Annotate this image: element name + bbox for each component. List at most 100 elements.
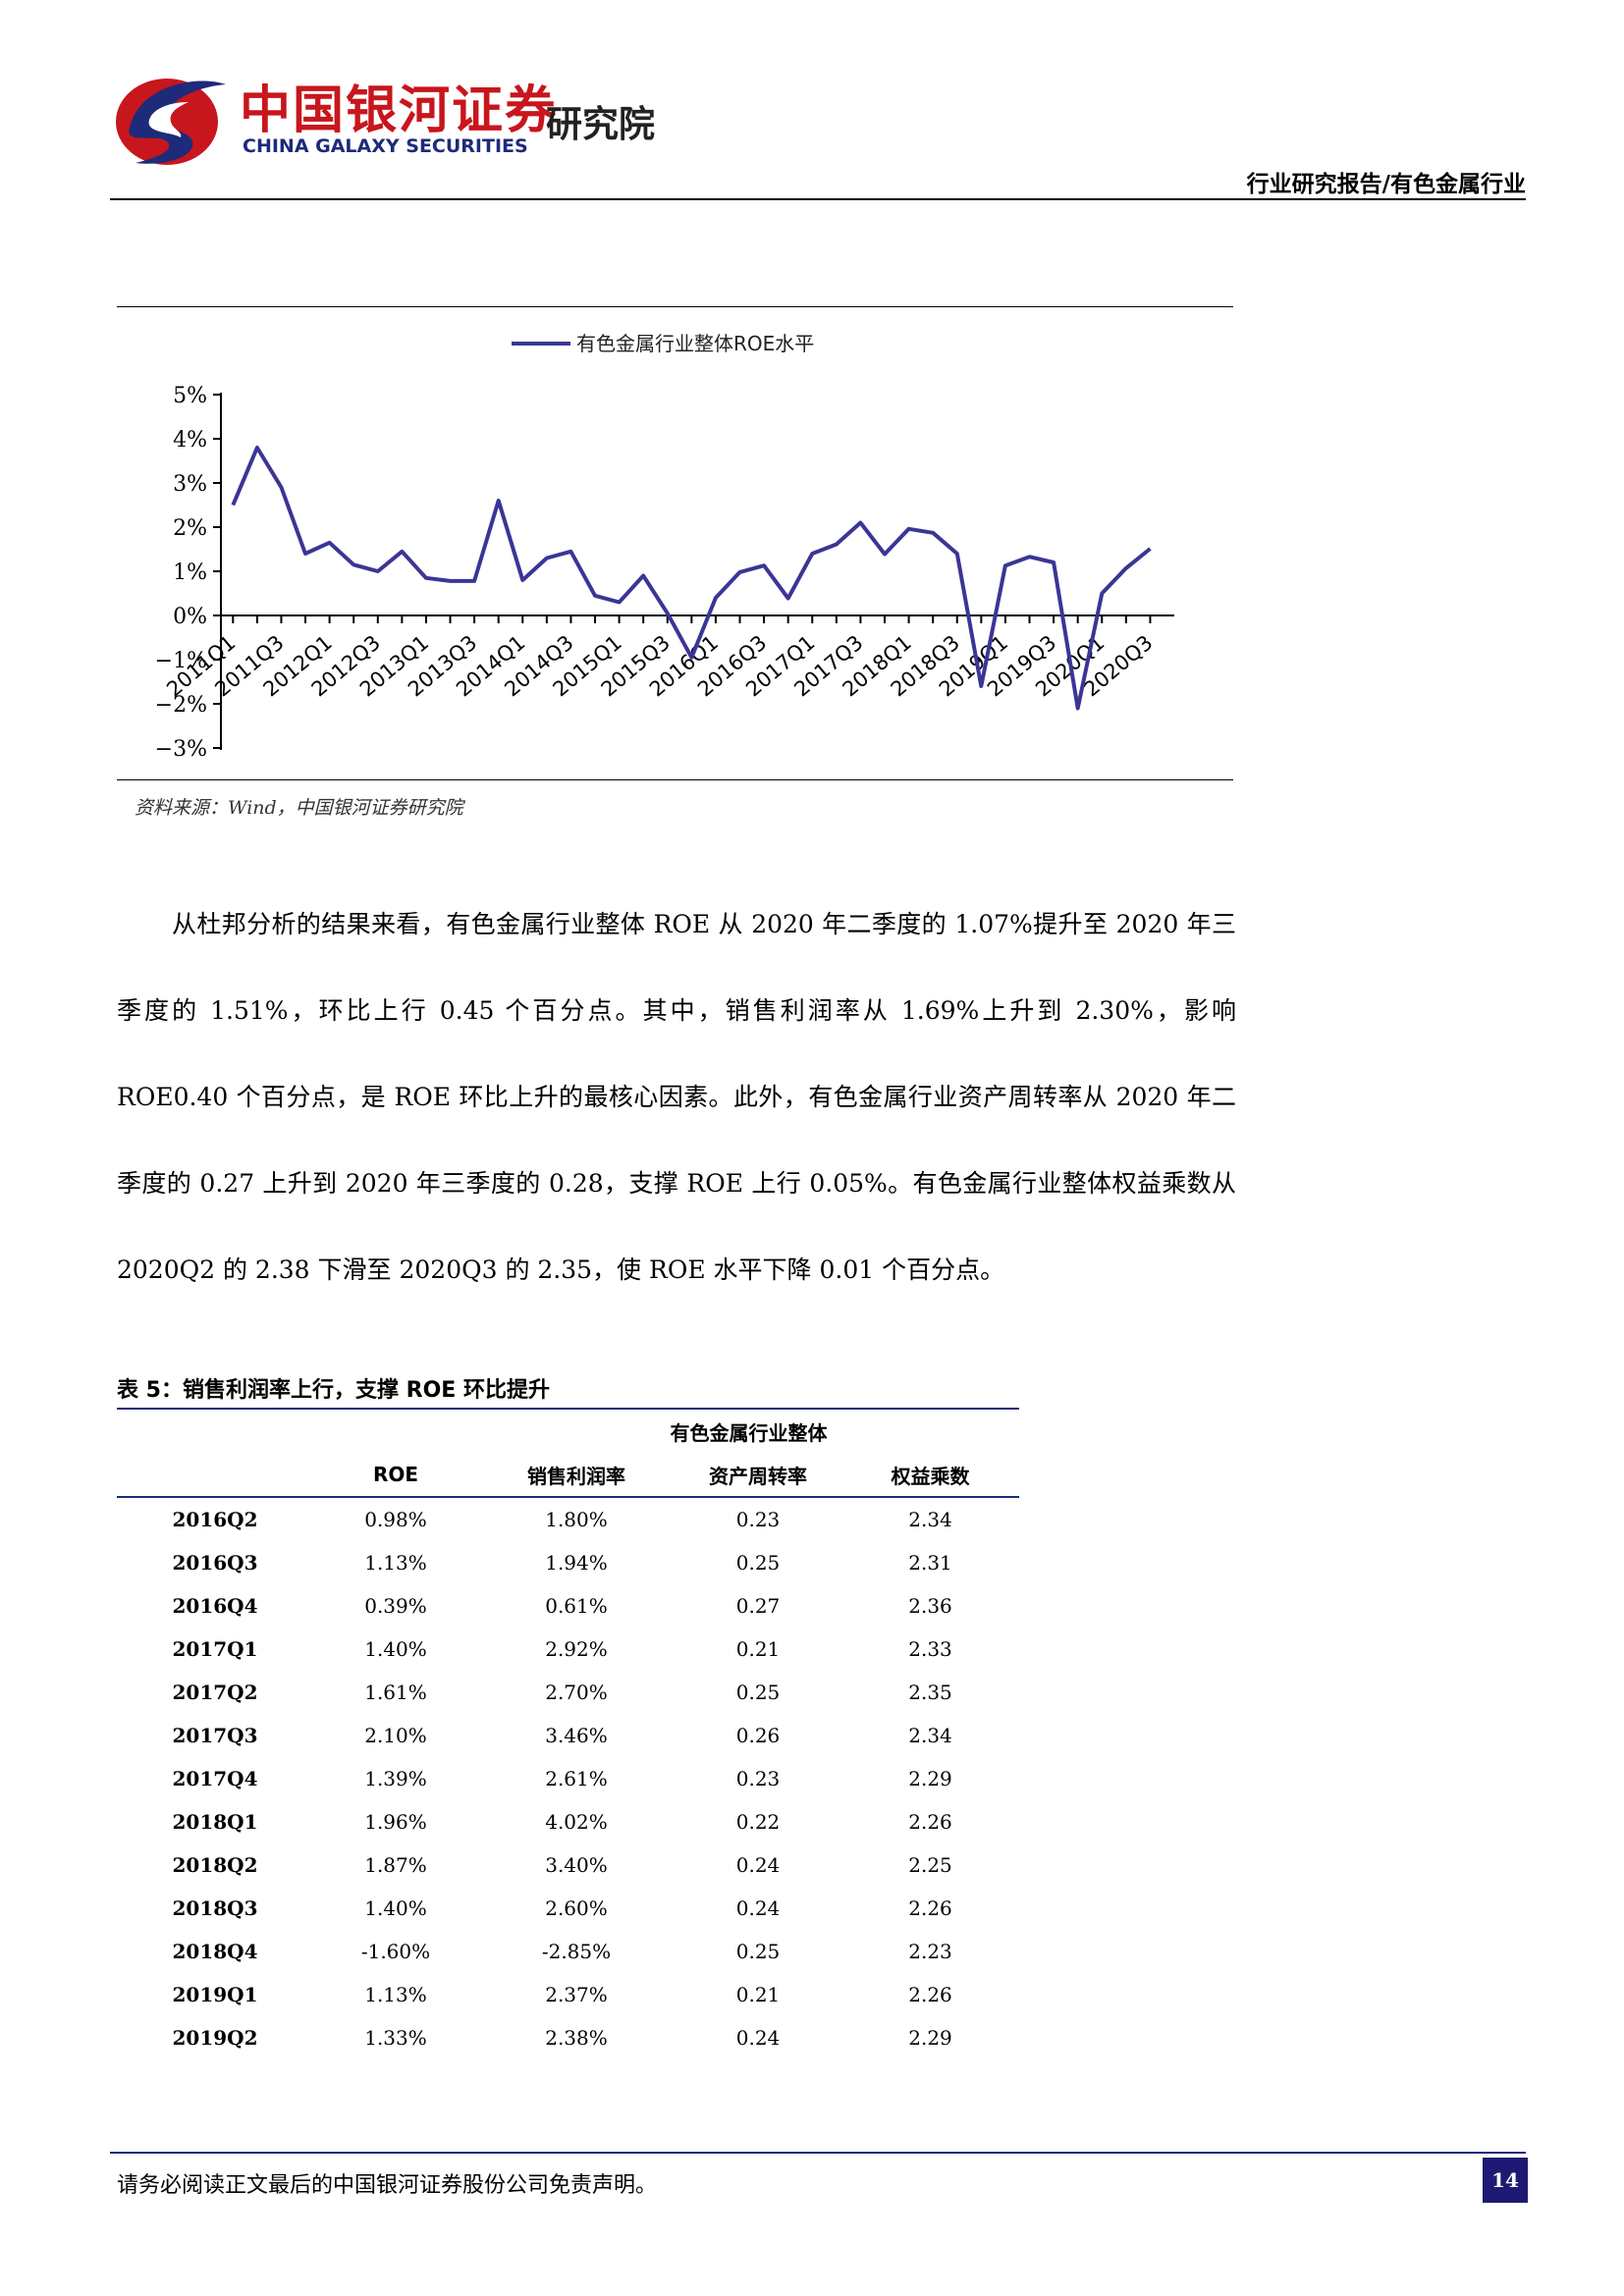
row-label-cell: 2019Q1 (172, 1983, 258, 2006)
y-tick-label: 3% (173, 472, 207, 497)
dupont-table: 有色金属行业整体 ROE 销售利润率 资产周转率 权益乘数 2016Q2 0.98… (117, 1408, 1019, 2059)
y-tick-label: −3% (155, 737, 207, 762)
roe-cell: 0.39% (364, 1594, 427, 1618)
asset-turnover-cell: 0.25 (735, 1551, 781, 1575)
row-label-cell: 2018Q1 (172, 1810, 258, 1834)
row-label-cell: 2017Q4 (172, 1767, 258, 1790)
footer-disclaimer: 请务必阅读正文最后的中国银河证券股份公司免责声明。 (117, 2173, 658, 2198)
roe-cell: -1.60% (360, 1940, 431, 1963)
logo-english-name: CHINA GALAXY SECURITIES (243, 135, 528, 157)
table-row: 2017Q1 1.40% 2.92% 0.21 2.33 (117, 1628, 1019, 1671)
equity-multiplier-cell: 2.26 (908, 1896, 952, 1920)
row-label-cell: 2016Q4 (172, 1594, 258, 1618)
logo-institute-name: 研究院 (546, 103, 655, 145)
equity-multiplier-cell: 2.35 (908, 1681, 952, 1704)
net-profit-margin-cell: 1.80% (545, 1508, 608, 1531)
chart-source-note: 资料来源：Wind，中国银河证券研究院 (135, 797, 463, 819)
table-row: 2018Q4 -1.60% -2.85% 0.25 2.23 (117, 1930, 1019, 1973)
row-label-cell: 2017Q2 (172, 1681, 258, 1704)
equity-multiplier-cell: 2.26 (908, 1983, 952, 2006)
asset-turnover-cell: 0.23 (735, 1508, 781, 1531)
equity-multiplier-cell: 2.29 (908, 2026, 952, 2050)
asset-turnover-cell: 0.27 (735, 1594, 781, 1618)
net-profit-margin-cell: 3.40% (545, 1853, 608, 1877)
y-tick-label: 1% (173, 561, 207, 585)
roe-cell: 1.87% (364, 1853, 427, 1877)
equity-multiplier-cell: 2.31 (908, 1551, 952, 1575)
roe-cell: 1.33% (364, 2026, 427, 2050)
net-profit-margin-cell: 2.38% (545, 2026, 608, 2050)
table-top-rule (117, 1408, 1019, 1410)
table-row: 2018Q1 1.96% 4.02% 0.22 2.26 (117, 1800, 1019, 1843)
column-header-net-profit-margin: 销售利润率 (527, 1464, 625, 1488)
row-label-cell: 2017Q1 (172, 1637, 258, 1661)
table-row: 2018Q2 1.87% 3.40% 0.24 2.25 (117, 1843, 1019, 1887)
y-tick-label: 4% (173, 428, 207, 453)
table-body: 2016Q2 0.98% 1.80% 0.23 2.34 2016Q3 1.13% 1.94%… (117, 1498, 1019, 2059)
asset-turnover-cell: 0.24 (735, 1896, 781, 1920)
net-profit-margin-cell: 2.60% (545, 1896, 608, 1920)
equity-multiplier-cell: 2.36 (908, 1594, 952, 1618)
equity-multiplier-cell: 2.33 (908, 1637, 952, 1661)
net-profit-margin-cell: 2.70% (545, 1681, 608, 1704)
asset-turnover-cell: 0.21 (735, 1637, 781, 1661)
table-row: 2017Q3 2.10% 3.46% 0.26 2.34 (117, 1714, 1019, 1757)
row-label-cell: 2017Q3 (172, 1724, 258, 1747)
column-header-asset-turnover: 资产周转率 (709, 1464, 807, 1488)
roe-cell: 2.10% (364, 1724, 427, 1747)
table-row: 2016Q4 0.39% 0.61% 0.27 2.36 (117, 1584, 1019, 1628)
net-profit-margin-cell: 2.92% (545, 1637, 608, 1661)
roe-cell: 1.40% (364, 1896, 427, 1920)
roe-cell: 1.39% (364, 1767, 427, 1790)
roe-line-chart: 有色金属行业整体ROE水平5%4%3%2%1%0%−1%−2%−3%2011Q1… (155, 332, 1174, 762)
asset-turnover-cell: 0.22 (735, 1810, 781, 1834)
table-row: 2019Q1 1.13% 2.37% 0.21 2.26 (117, 1973, 1019, 2016)
asset-turnover-cell: 0.23 (735, 1767, 781, 1790)
equity-multiplier-cell: 2.34 (908, 1724, 952, 1747)
row-label-cell: 2018Q2 (172, 1853, 258, 1877)
equity-multiplier-cell: 2.26 (908, 1810, 952, 1834)
equity-multiplier-cell: 2.34 (908, 1508, 952, 1531)
row-label-cell: 2019Q2 (172, 2026, 258, 2050)
table-row: 2016Q3 1.13% 1.94% 0.25 2.31 (117, 1541, 1019, 1584)
legend-label: 有色金属行业整体ROE水平 (576, 332, 814, 355)
equity-multiplier-cell: 2.25 (908, 1853, 952, 1877)
net-profit-margin-cell: 0.61% (545, 1594, 608, 1618)
net-profit-margin-cell: 2.61% (545, 1767, 608, 1790)
roe-cell: 1.40% (364, 1637, 427, 1661)
report-type: 行业研究报告/有色金属行业 (1246, 172, 1526, 197)
company-logo: 中国银河证券 CHINA GALAXY SECURITIES 研究院 (110, 65, 709, 183)
analysis-paragraph: 从杜邦分析的结果来看，有色金属行业整体 ROE 从 2020 年二季度的 1.0… (117, 910, 1236, 1284)
net-profit-margin-cell: -2.85% (541, 1940, 612, 1963)
y-tick-label: −2% (155, 693, 207, 718)
roe-cell: 1.96% (364, 1810, 427, 1834)
table-title: 表 5：销售利润率上行，支撑 ROE 环比提升 (117, 1378, 550, 1403)
roe-cell: 0.98% (364, 1508, 427, 1531)
table-row: 2017Q2 1.61% 2.70% 0.25 2.35 (117, 1671, 1019, 1714)
column-header-equity-multiplier: 权益乘数 (891, 1464, 970, 1488)
roe-cell: 1.13% (364, 1983, 427, 2006)
net-profit-margin-cell: 3.46% (545, 1724, 608, 1747)
roe-cell: 1.61% (364, 1681, 427, 1704)
table-row: 2017Q4 1.39% 2.61% 0.23 2.29 (117, 1757, 1019, 1800)
y-tick-label: 0% (173, 605, 207, 629)
roe-cell: 1.13% (364, 1551, 427, 1575)
row-label-cell: 2016Q2 (172, 1508, 258, 1531)
asset-turnover-cell: 0.24 (735, 2026, 781, 2050)
row-label-cell: 2018Q4 (172, 1940, 258, 1963)
asset-turnover-cell: 0.25 (735, 1681, 781, 1704)
y-tick-label: 2% (173, 516, 207, 541)
chart-top-rule (117, 306, 1233, 307)
equity-multiplier-cell: 2.23 (908, 1940, 952, 1963)
asset-turnover-cell: 0.21 (735, 1983, 781, 2006)
y-tick-label: 5% (173, 384, 207, 408)
row-label-cell: 2016Q3 (172, 1551, 258, 1575)
galaxy-logo-icon (116, 79, 226, 165)
footer-divider (110, 2152, 1526, 2154)
row-label-cell: 2018Q3 (172, 1896, 258, 1920)
table-row: 2018Q3 1.40% 2.60% 0.24 2.26 (117, 1887, 1019, 1930)
column-header-roe: ROE (372, 1463, 419, 1486)
net-profit-margin-cell: 4.02% (545, 1810, 608, 1834)
asset-turnover-cell: 0.26 (735, 1724, 781, 1747)
y-tick-label: −1% (155, 649, 207, 673)
